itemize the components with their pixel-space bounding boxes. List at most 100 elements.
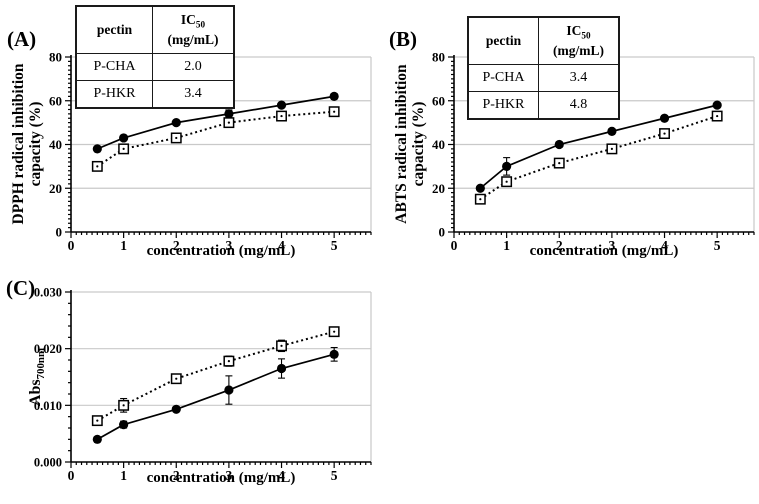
x-tick-label: 1	[120, 468, 127, 483]
data-marker-square-dot	[227, 360, 230, 363]
pectin-name-cell: P-CHA	[77, 54, 153, 80]
data-marker-filled-circle	[607, 126, 617, 136]
table-row: P-CHA 3.4	[469, 64, 618, 91]
table-row: P-CHA 2.0	[77, 53, 233, 80]
data-marker-filled-circle	[119, 420, 129, 430]
data-marker-filled-circle	[502, 161, 512, 171]
x-tick-label: 5	[331, 238, 338, 253]
data-marker-square-dot	[122, 147, 125, 150]
y-tick-label: 40	[432, 137, 445, 152]
panel-label-a: (A)	[7, 27, 37, 51]
table-header-ic50: IC50 (mg/mL)	[167, 11, 219, 48]
ic50-value-cell: 3.4	[184, 86, 202, 101]
data-marker-square-dot	[96, 165, 99, 168]
panel-label-c: (C)	[6, 276, 36, 300]
pectin-name-cell: P-HKR	[469, 92, 539, 118]
ic50-value-cell: 4.8	[569, 97, 588, 112]
y-tick-label: 80	[432, 50, 445, 65]
data-marker-filled-circle	[171, 118, 181, 128]
y-tick-label: 20	[49, 181, 62, 196]
table-header-ic50: IC50 (mg/mL)	[553, 22, 604, 59]
y-axis-title-a: DPPH radical inhibition capacity (%)	[10, 63, 44, 225]
data-marker-square-dot	[716, 114, 719, 118]
data-marker-square-dot	[175, 136, 178, 140]
data-marker-filled-circle	[224, 385, 234, 395]
data-marker-filled-circle	[276, 363, 287, 374]
x-tick-label: 2	[173, 468, 180, 483]
x-tick-label: 3	[609, 238, 616, 253]
data-marker-filled-circle	[171, 404, 181, 414]
pectin-name-cell: P-HKR	[77, 81, 153, 107]
data-marker-filled-circle	[119, 133, 129, 143]
data-marker-square-dot	[227, 121, 230, 124]
x-tick-label: 2	[173, 238, 180, 253]
data-marker-square-dot	[280, 114, 283, 118]
y-tick-label: 60	[432, 93, 445, 108]
series-line-p-hkr	[96, 330, 335, 422]
data-marker-square-dot	[280, 344, 283, 347]
data-marker-square-dot	[96, 419, 99, 422]
y-tick-label: 0.010	[34, 399, 62, 413]
series-line-p-cha	[479, 104, 718, 189]
ic50-table-a: pectin IC50 (mg/mL) P-CHA 2.0 P-HKR 3.4	[75, 5, 235, 109]
x-tick-label: 1	[120, 238, 127, 253]
ic50-table-b: pectin IC50 (mg/mL) P-CHA 3.4 P-HKR 4.8	[467, 16, 620, 120]
y-tick-label: 0	[56, 225, 63, 240]
x-tick-label: 1	[503, 238, 510, 253]
y-tick-label: 40	[49, 137, 62, 152]
pectin-name-cell: P-CHA	[469, 65, 539, 91]
data-marker-square-dot	[610, 147, 613, 150]
x-axis-title-c: concentration (mg/mL)	[146, 470, 296, 486]
series-line-p-cha	[96, 95, 335, 150]
x-tick-label: 5	[331, 468, 338, 483]
x-tick-label: 0	[68, 238, 75, 253]
y-tick-label: 60	[49, 93, 62, 108]
x-tick-label: 3	[226, 468, 233, 483]
x-axis-title-b: concentration (mg/mL)	[529, 243, 679, 259]
data-marker-square-dot	[558, 161, 561, 165]
data-marker-filled-circle	[554, 139, 564, 150]
ic50-value-cell: 2.0	[184, 59, 202, 74]
data-marker-square-dot	[122, 404, 125, 407]
data-marker-filled-circle	[712, 100, 722, 110]
y-tick-label: 0.000	[34, 456, 62, 470]
y-tick-label: 0.030	[34, 286, 62, 300]
data-marker-square-dot	[663, 132, 666, 135]
y-tick-label: 0.020	[34, 342, 62, 356]
series-line-p-hkr	[479, 115, 718, 201]
data-marker-filled-circle	[224, 109, 234, 119]
x-tick-label: 5	[714, 238, 721, 253]
y-tick-label: 80	[49, 50, 62, 65]
panel-label-b: (B)	[389, 27, 417, 51]
data-marker-filled-circle	[659, 113, 670, 123]
x-tick-label: 2	[556, 238, 563, 253]
table-row: P-HKR 4.8	[469, 91, 618, 118]
table-header-pectin: pectin	[469, 18, 539, 64]
data-marker-square-dot	[333, 330, 336, 333]
x-tick-label: 4	[278, 468, 285, 483]
data-marker-filled-circle	[276, 100, 287, 110]
data-marker-filled-circle	[475, 183, 485, 193]
series-line-p-hkr	[96, 110, 335, 168]
data-marker-filled-circle	[92, 144, 102, 154]
data-marker-square-dot	[333, 110, 336, 113]
data-marker-square-dot	[175, 377, 178, 380]
ic50-value-cell: 3.4	[569, 70, 588, 85]
x-tick-label: 3	[226, 238, 233, 253]
data-marker-filled-circle	[92, 434, 102, 444]
x-axis-title-a: concentration (mg/mL)	[146, 243, 296, 259]
data-marker-square-dot	[479, 198, 482, 201]
data-marker-square-dot	[505, 180, 508, 183]
table-header-pectin: pectin	[77, 7, 153, 53]
y-axis-title-c: Abs700nm	[27, 347, 48, 407]
table-row: P-HKR 3.4	[77, 80, 233, 107]
data-marker-filled-circle	[329, 349, 339, 359]
data-marker-filled-circle	[329, 91, 339, 101]
y-tick-label: 20	[432, 181, 445, 196]
x-tick-label: 4	[661, 238, 668, 253]
y-axis-title-b: ABTS radical inhibition capacity (%)	[393, 64, 427, 224]
series-line-p-cha	[96, 353, 335, 441]
x-tick-label: 4	[278, 238, 285, 253]
